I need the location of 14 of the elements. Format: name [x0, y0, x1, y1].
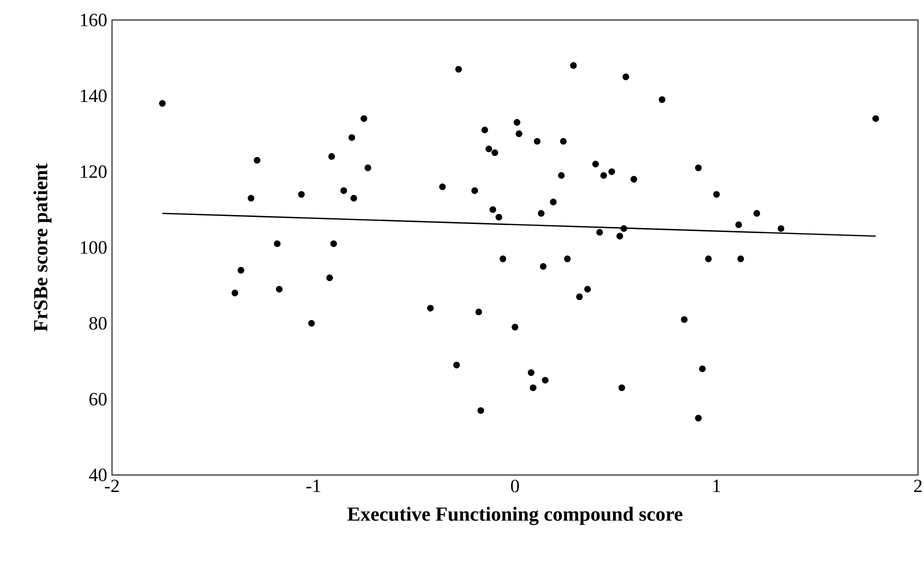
- x-tick-label: 2: [914, 480, 922, 492]
- x-tick-label: 1: [713, 480, 720, 492]
- y-tick-label: 140: [80, 90, 107, 102]
- x-tick-label: -1: [306, 480, 320, 492]
- y-tick-label: 60: [89, 392, 107, 406]
- x-tick-label: 0: [511, 480, 519, 492]
- y-axis-title: FrSBe score patient: [33, 163, 52, 332]
- x-axis-title: Executive Functioning compound score: [347, 506, 682, 526]
- y-tick-label: 80: [89, 317, 107, 330]
- y-tick-label: 40: [88, 468, 107, 482]
- y-tick-label: 100: [80, 241, 107, 254]
- x-tick-label: -2: [104, 480, 119, 492]
- y-tick-label: 160: [80, 14, 107, 26]
- y-tick-label: 120: [80, 165, 107, 178]
